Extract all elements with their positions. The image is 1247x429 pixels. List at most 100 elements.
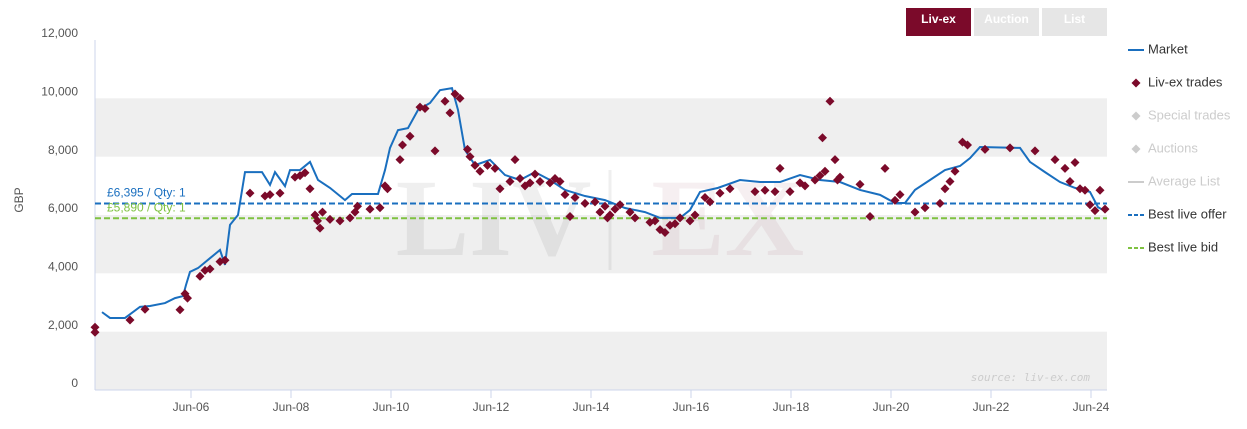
- trade-marker: [700, 193, 710, 202]
- trade-marker: [90, 327, 100, 337]
- tab-button-bg: [1042, 8, 1107, 36]
- trade-marker: [935, 198, 945, 208]
- trade-marker: [945, 176, 955, 186]
- legend-label: Best live bid: [1148, 239, 1218, 254]
- legend-label: Special trades: [1148, 107, 1231, 122]
- trade-marker: [1030, 146, 1040, 156]
- trade-marker: [980, 144, 990, 154]
- trade-marker: [750, 187, 760, 197]
- trade-marker: [475, 166, 485, 176]
- trade-marker: [1080, 185, 1090, 195]
- legend-label: Average List: [1148, 173, 1220, 188]
- trade-marker: [555, 176, 565, 186]
- trade-marker: [470, 160, 480, 170]
- trade-marker: [535, 176, 545, 186]
- tab-button[interactable]: List: [1042, 8, 1107, 36]
- x-tick-label: Jun-22: [973, 400, 1010, 414]
- trade-marker: [690, 210, 700, 220]
- legend-label: Market: [1148, 41, 1188, 56]
- trade-marker: [375, 203, 385, 213]
- y-tick-label: 0: [71, 376, 78, 390]
- tab-button-bg: [974, 8, 1039, 36]
- reference-label: £6,395 / Qty: 1: [107, 186, 186, 200]
- trade-marker: [495, 184, 505, 194]
- trade-marker: [830, 155, 840, 165]
- source: source: liv-ex.com: [971, 371, 1091, 384]
- trade-marker: [855, 179, 865, 189]
- trade-marker: [353, 201, 362, 211]
- x-tick-label: Jun-12: [473, 400, 510, 414]
- trade-marker: [685, 216, 695, 226]
- legend-item[interactable]: Market: [1128, 41, 1188, 56]
- trade-marker: [785, 187, 795, 197]
- trade-marker: [560, 190, 570, 200]
- tab-button-label: Auction: [984, 12, 1029, 26]
- trade-marker: [315, 223, 325, 233]
- trade-marker: [195, 271, 205, 281]
- trade-marker: [318, 207, 327, 217]
- tab-button[interactable]: Auction: [974, 8, 1039, 36]
- trade-marker: [865, 211, 875, 221]
- trade-marker: [675, 213, 685, 223]
- trade-marker: [660, 228, 670, 237]
- trade-marker: [455, 93, 465, 103]
- legend-item[interactable]: Best live offer: [1128, 206, 1227, 221]
- trade-marker: [205, 264, 215, 274]
- x-tick-label: Jun-20: [873, 400, 910, 414]
- legend-item[interactable]: Liv-ex trades: [1131, 74, 1223, 89]
- trade-marker: [365, 204, 375, 214]
- y-axis-label: GBP: [12, 187, 26, 212]
- tab-button-label: Liv-ex: [921, 12, 956, 26]
- legend-item[interactable]: Average List: [1128, 173, 1220, 188]
- tab-button-label: List: [1064, 12, 1085, 26]
- legend-label: Auctions: [1148, 140, 1198, 155]
- trade-marker: [440, 96, 450, 106]
- trade-marker: [490, 163, 500, 173]
- legend-item[interactable]: Best live bid: [1128, 239, 1218, 254]
- trade-marker: [565, 211, 575, 221]
- trade-marker: [1050, 155, 1060, 165]
- trade-marker: [815, 171, 825, 181]
- legend-symbol: [1131, 111, 1141, 121]
- trade-marker: [313, 216, 322, 226]
- trade-marker: [950, 166, 960, 176]
- trade-marker: [398, 140, 407, 150]
- tab-button-bg: [906, 8, 971, 36]
- y-tick-label: 10,000: [41, 85, 78, 99]
- trade-marker: [605, 210, 615, 220]
- legend-item[interactable]: Special trades: [1131, 107, 1231, 122]
- trade-marker: [625, 207, 635, 217]
- tab-button[interactable]: Liv-ex: [906, 8, 971, 36]
- y-tick-label: 4,000: [48, 260, 78, 274]
- trade-marker: [595, 207, 605, 217]
- legend-item[interactable]: Auctions: [1131, 140, 1199, 155]
- y-tick-label: 6,000: [48, 201, 78, 215]
- trade-marker: [420, 104, 430, 114]
- legend-label: Best live offer: [1148, 206, 1227, 221]
- legend-symbol: [1131, 78, 1141, 88]
- trade-marker: [1070, 158, 1080, 167]
- trade-marker: [940, 184, 950, 194]
- x-tick-label: Jun-08: [273, 400, 310, 414]
- trade-marker: [835, 172, 845, 182]
- trade-marker: [345, 213, 355, 223]
- x-tick-label: Jun-10: [373, 400, 410, 414]
- trade-marker: [590, 197, 600, 207]
- trade-marker: [920, 203, 930, 213]
- plot-band: [95, 331, 1107, 390]
- trade-marker: [600, 201, 610, 211]
- trade-marker: [525, 178, 535, 188]
- trade-marker: [880, 163, 890, 173]
- trade-marker: [810, 175, 820, 185]
- trade-marker: [910, 207, 920, 217]
- trade-marker: [463, 144, 472, 154]
- trade-marker: [818, 133, 827, 143]
- trade-marker: [335, 216, 345, 226]
- trade-marker: [395, 155, 405, 165]
- trade-marker: [465, 152, 475, 162]
- trade-marker: [1060, 163, 1070, 173]
- x-tick-label: Jun-24: [1073, 400, 1110, 414]
- trade-marker: [125, 315, 135, 325]
- trade-marker: [515, 174, 525, 184]
- trade-marker: [1085, 200, 1095, 210]
